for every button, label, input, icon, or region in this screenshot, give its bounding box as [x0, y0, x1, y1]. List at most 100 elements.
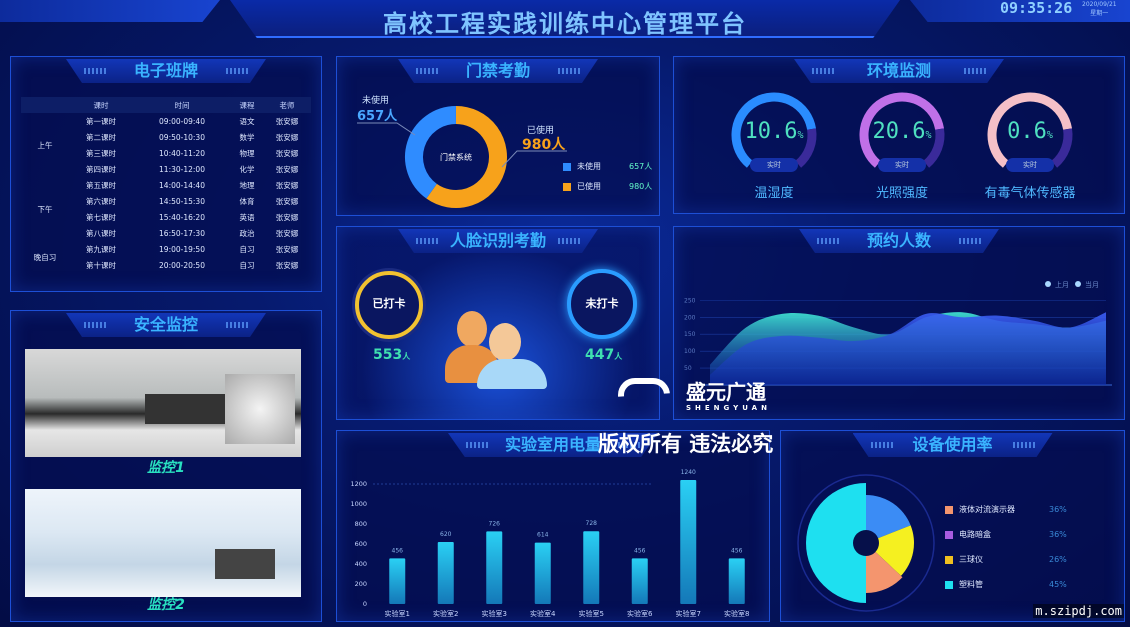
y-tick-label: 1000: [350, 500, 367, 508]
y-tick-label: 1200: [350, 480, 367, 488]
legend-unused: 未使用 657人: [563, 161, 652, 172]
bar: [631, 558, 648, 604]
table-cell: 20:00-20:50: [159, 260, 205, 270]
rose-slice: [806, 483, 866, 603]
realtime-tag: 实时: [878, 158, 926, 172]
table-cell: 张安娜: [275, 212, 299, 222]
unchecked-label: 未打卡: [585, 297, 619, 310]
leader-line: [357, 122, 416, 136]
bar-value-label: 456: [634, 547, 646, 554]
lab-monitors: [215, 549, 275, 579]
x-tick-label: 实验室5: [579, 609, 604, 618]
gauge-value: 20.6%: [872, 119, 932, 144]
rose-slice: [866, 543, 903, 593]
bar-value-label: 456: [731, 547, 743, 554]
bar-value-label: 726: [489, 520, 501, 527]
table-cell: 14:00-14:40: [159, 180, 205, 190]
page-title: 高校工程实践训练中心管理平台: [383, 10, 747, 38]
face-panel: 人脸识别考勤 已打卡 553人 未打卡 447人: [336, 226, 660, 420]
table-row: 第二课时 09:50-10:30 数学 张安娜: [21, 129, 311, 145]
bar-value-label: 1240: [681, 469, 696, 476]
table-cell: 张安娜: [275, 244, 299, 254]
unused-label: 未使用: [362, 96, 390, 106]
checked-ring: [355, 271, 423, 339]
legend-item: 液体对流演示器 36%: [945, 504, 1067, 515]
equipment-rose-chart: [797, 474, 935, 612]
lab-staff: [225, 374, 295, 444]
bar: [437, 542, 454, 604]
col-header: 老师: [263, 97, 311, 113]
table-cell: 第六课时: [86, 196, 116, 206]
table-row: 第十课时 20:00-20:50 自习 张安娜: [21, 257, 311, 273]
table-cell: 第七课时: [86, 212, 116, 222]
bar-value-label: 456: [392, 547, 404, 554]
table-cell: 16:50-17:30: [159, 228, 205, 238]
bar-value-label: 614: [537, 532, 549, 539]
unchecked-ring: [567, 269, 637, 339]
x-tick-label: 实验室2: [433, 609, 458, 618]
camera-feed-1[interactable]: [25, 349, 301, 457]
header-wing-left: [0, 0, 220, 22]
table-cell: 张安娜: [275, 164, 299, 174]
bar: [728, 558, 745, 604]
y-tick-label: 800: [355, 520, 367, 528]
used-label: 已使用: [527, 126, 555, 136]
rose-slice: [866, 495, 911, 543]
used-value: 980人: [522, 137, 566, 153]
panel-title: 门禁考勤: [398, 59, 598, 83]
gauge-arc-fill: [859, 92, 944, 168]
feed-label: 监控2: [147, 597, 185, 613]
site-watermark: m.szipdj.com: [1033, 604, 1124, 618]
x-tick-label: 实验室6: [627, 609, 653, 618]
realtime-tag: 实时: [1006, 158, 1054, 172]
table-row: 下午 第五课时 14:00-14:40 地理 张安娜: [21, 177, 311, 214]
table-cell: 张安娜: [275, 148, 299, 158]
table-cell: 张安娜: [275, 260, 299, 270]
table-cell: 自习: [239, 244, 255, 254]
table-cell: 第一课时: [86, 116, 116, 126]
x-tick-label: 实验室7: [676, 609, 701, 618]
gauge-arc-track: [923, 128, 945, 168]
date-block: 2020/09/21 星期一: [1082, 0, 1117, 18]
table-cell: 09:00-09:40: [159, 116, 205, 126]
table-cell: 化学: [239, 164, 255, 174]
y-tick-label: 150: [684, 331, 696, 338]
table-row: 第三课时 10:40-11:20 物理 张安娜: [21, 145, 311, 161]
bar: [534, 542, 551, 604]
lab-bench: [145, 394, 235, 424]
table-cell: 语文: [239, 116, 255, 126]
header-wing-right: [910, 0, 1130, 22]
col-header: 课程: [231, 97, 263, 113]
table-row: 第七课时 15:40-16:20 英语 张安娜: [21, 209, 311, 225]
panel-title: 实验室用电量: [448, 433, 658, 457]
y-tick-label: 50: [684, 365, 692, 372]
env-gauges: [731, 92, 1073, 168]
panel-title: 设备使用率: [852, 433, 1053, 457]
bar: [389, 558, 406, 604]
col-header: [21, 97, 69, 113]
y-tick-label: 200: [355, 580, 367, 588]
table-cell: 体育: [239, 196, 255, 206]
unused-value: 657人: [357, 109, 398, 124]
area-series-this-month: [710, 312, 1106, 385]
bar-value-label: 620: [440, 531, 452, 538]
leader-line: [501, 150, 567, 168]
y-tick-label: 400: [355, 560, 367, 568]
bar: [583, 531, 600, 604]
panel-title: 安全监控: [66, 313, 266, 337]
table-row: 第八课时 16:50-17:30 政治 张安娜: [21, 225, 311, 241]
weekday: 星期一: [1090, 10, 1109, 17]
bar: [486, 531, 503, 604]
legend-marker: [1075, 281, 1081, 287]
outer-ring: [797, 474, 935, 612]
y-tick-label: 200: [684, 314, 696, 321]
gauge-name: 有毒气体传感器: [984, 186, 1076, 201]
legend-used: 已使用 980人: [563, 181, 652, 192]
reservation-chart: 50 100 150 200 250 上月 当月: [684, 280, 1112, 386]
camera-feed-2[interactable]: [25, 489, 301, 597]
table-row: 上午 第一课时 09:00-09:40 语文 张安娜: [21, 113, 311, 150]
monitor-panel: 安全监控 监控1 监控2: [10, 310, 322, 622]
table-cell: 10:40-11:20: [159, 148, 205, 158]
y-tick-label: 0: [363, 600, 367, 608]
checked-label: 已打卡: [372, 297, 406, 310]
